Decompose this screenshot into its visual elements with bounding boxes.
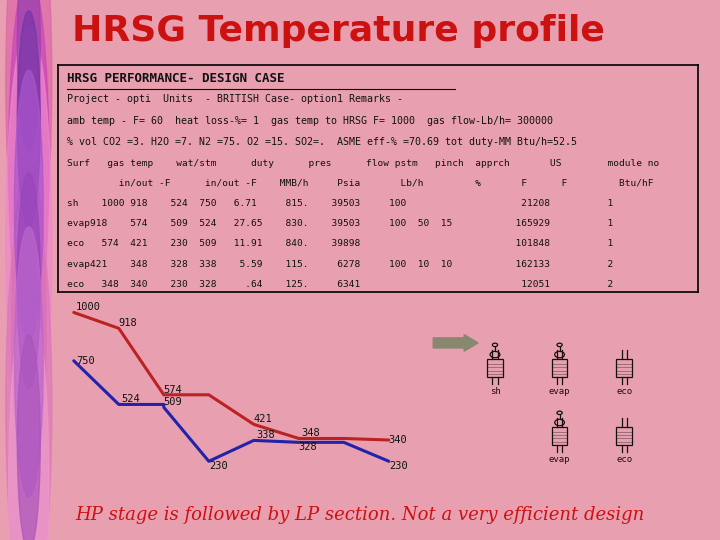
Text: 340: 340 — [389, 435, 408, 445]
Bar — [552, 359, 567, 377]
Text: 338: 338 — [256, 430, 275, 441]
Text: evap: evap — [549, 455, 570, 464]
Text: 1000: 1000 — [76, 302, 101, 313]
Text: 230: 230 — [209, 461, 228, 471]
Bar — [616, 359, 632, 377]
Text: 918: 918 — [119, 318, 138, 328]
Circle shape — [17, 0, 40, 151]
Text: evap421    348    328  338    5.59    115.     6278     100  10  10           16: evap421 348 328 338 5.59 115. 6278 100 1… — [67, 260, 613, 269]
Text: evap: evap — [549, 387, 570, 396]
Circle shape — [6, 27, 52, 459]
Text: % vol CO2 =3. H2O =7. N2 =75. O2 =15. SO2=.  ASME eff-% =70.69 tot duty-MM Btu/h: % vol CO2 =3. H2O =7. N2 =75. O2 =15. SO… — [67, 137, 577, 147]
Bar — [552, 427, 567, 446]
Text: 750: 750 — [76, 356, 95, 366]
Text: 509: 509 — [163, 397, 183, 407]
Text: 574: 574 — [163, 385, 183, 395]
Circle shape — [6, 189, 52, 540]
Bar — [616, 427, 632, 446]
Text: eco: eco — [616, 455, 632, 464]
Text: Project - opti  Units  - BRITISH Case- option1 Remarks -: Project - opti Units - BRITISH Case- opt… — [67, 94, 403, 104]
Text: HRSG Temperature profile: HRSG Temperature profile — [72, 14, 605, 48]
Text: in/out -F      in/out -F    MMB/h     Psia       Lb/h         %       F      F  : in/out -F in/out -F MMB/h Psia Lb/h % F … — [67, 178, 654, 187]
Text: HRSG PERFORMANCE- DESIGN CASE: HRSG PERFORMANCE- DESIGN CASE — [67, 72, 284, 85]
Text: evap918    574    509  524   27.65    830.    39503     100  50  15           16: evap918 574 509 524 27.65 830. 39503 100… — [67, 219, 613, 228]
Text: eco   348  340    230  328     .64    125.     6341                            1: eco 348 340 230 328 .64 125. 6341 1 — [67, 280, 613, 289]
Text: 328: 328 — [299, 442, 318, 453]
Text: 524: 524 — [121, 394, 140, 404]
Circle shape — [9, 297, 49, 540]
Text: eco   574  421    230  509   11.91    840.    39898                           10: eco 574 421 230 509 11.91 840. 39898 10 — [67, 239, 613, 248]
FancyArrow shape — [433, 335, 478, 351]
Text: 230: 230 — [389, 461, 408, 471]
Circle shape — [17, 173, 40, 389]
Text: Surf   gas temp    wat/stm      duty      pres      flow pstm   pinch  apprch   : Surf gas temp wat/stm duty pres flow pst… — [67, 159, 660, 168]
Text: HP stage is followed by LP section. Not a very efficient design: HP stage is followed by LP section. Not … — [76, 506, 644, 524]
Text: 421: 421 — [253, 414, 273, 424]
Circle shape — [14, 227, 43, 497]
Circle shape — [6, 0, 52, 297]
Circle shape — [9, 0, 49, 351]
Bar — [487, 359, 503, 377]
Text: sh: sh — [490, 387, 500, 396]
Circle shape — [17, 335, 40, 540]
Text: eco: eco — [616, 387, 632, 396]
Text: 348: 348 — [301, 428, 320, 438]
Text: sh    1000 918    524  750   6.71     815.    39503     100                    2: sh 1000 918 524 750 6.71 815. 39503 100 … — [67, 199, 613, 207]
Circle shape — [17, 11, 40, 227]
Text: amb temp - F= 60  heat loss-%= 1  gas temp to HRSG F= 1000  gas flow-Lb/h= 30000: amb temp - F= 60 heat loss-%= 1 gas temp… — [67, 116, 553, 126]
Circle shape — [14, 70, 43, 340]
Circle shape — [12, 162, 46, 486]
